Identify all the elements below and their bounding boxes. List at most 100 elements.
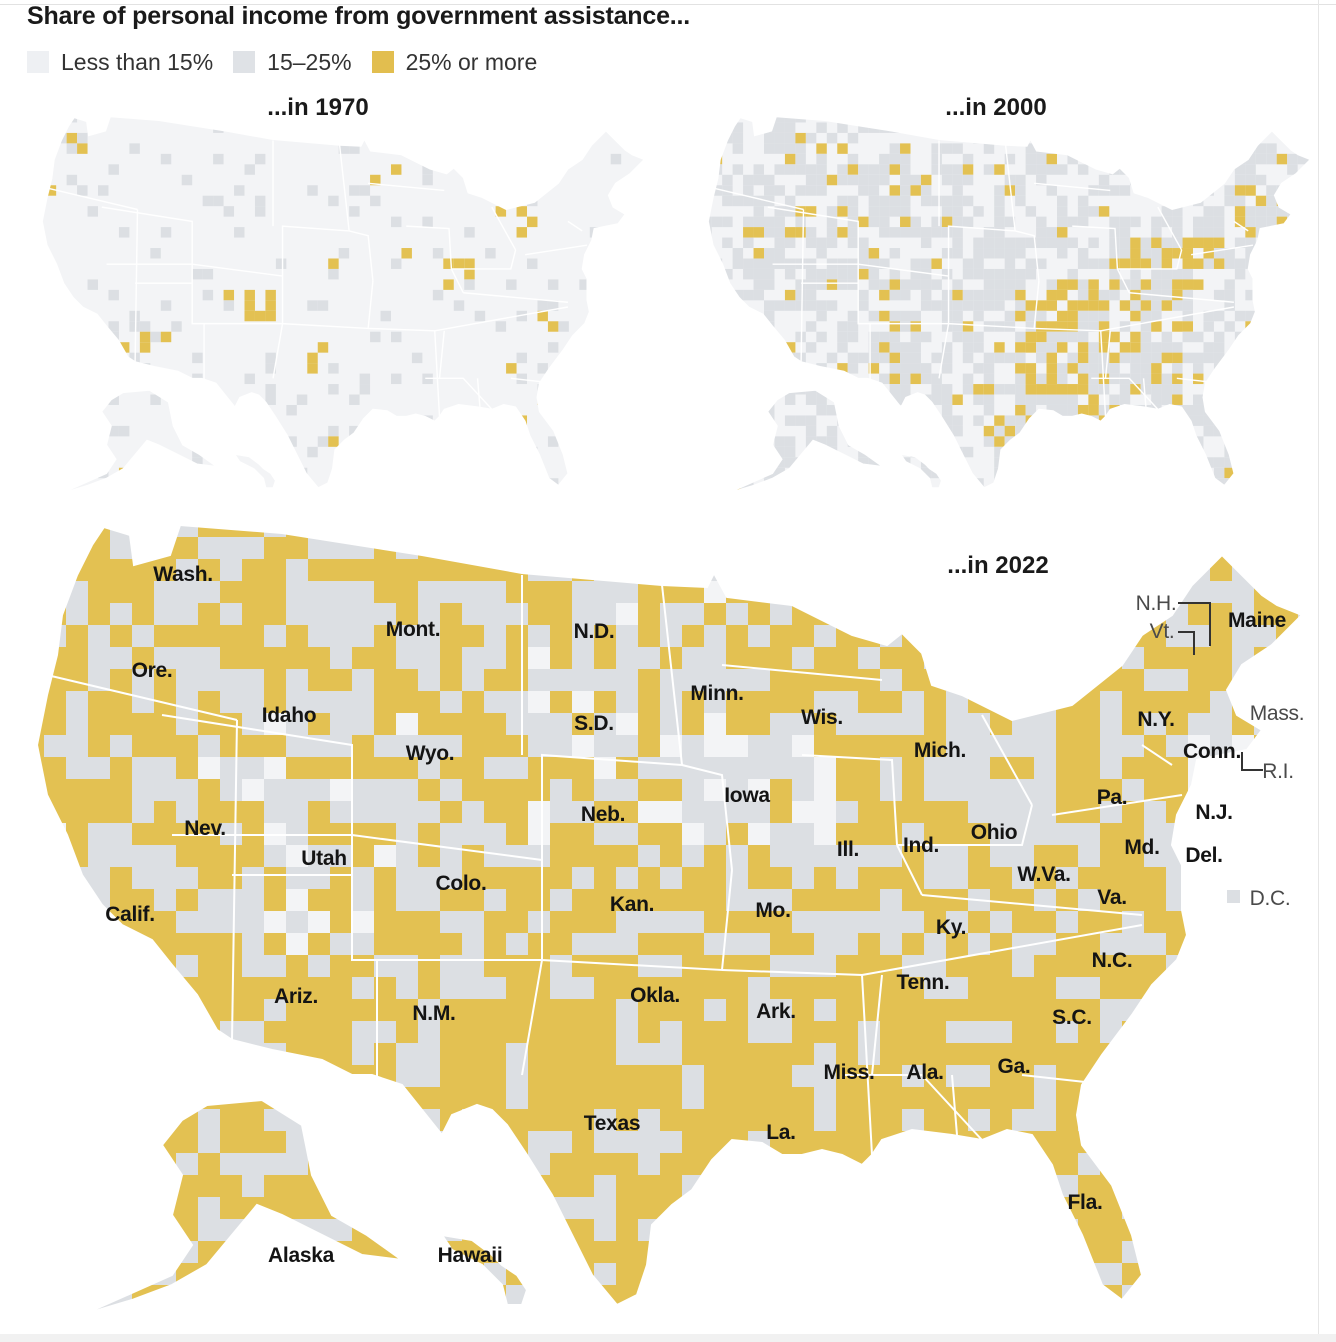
county-cell	[139, 331, 151, 343]
county-cell	[154, 625, 176, 647]
county-cell	[242, 1021, 264, 1043]
county-cell	[889, 143, 901, 154]
county-cell	[1036, 467, 1047, 479]
county-cell	[920, 415, 932, 426]
county-cell	[880, 1153, 902, 1175]
county-cell	[826, 404, 838, 416]
county-cell	[880, 1197, 902, 1219]
county-cell	[1254, 955, 1276, 977]
county-cell	[1255, 467, 1267, 479]
county-cell	[1100, 779, 1122, 801]
county-cell	[1182, 122, 1194, 133]
county-cell	[910, 488, 921, 493]
county-cell	[550, 955, 572, 977]
state-border	[438, 330, 445, 379]
county-cell	[816, 122, 827, 133]
county-cell	[1077, 248, 1089, 259]
county-cell	[1172, 363, 1183, 374]
county-cell	[708, 300, 712, 311]
county-cell	[453, 457, 465, 468]
county-cell	[42, 300, 46, 311]
county-cell	[880, 1241, 902, 1263]
county-cell	[1287, 331, 1298, 343]
county-cell	[931, 499, 941, 509]
county-cell	[931, 373, 942, 385]
county-cell	[962, 258, 974, 269]
state-label-texas: Texas	[583, 1112, 641, 1135]
county-cell	[328, 258, 339, 269]
county-cell	[836, 933, 858, 955]
county-cell	[1203, 227, 1214, 238]
county-cell	[837, 227, 848, 238]
county-cell	[1100, 1131, 1122, 1153]
state-border	[947, 225, 1016, 277]
county-cell	[176, 537, 198, 559]
county-cell	[910, 174, 921, 186]
county-cell	[1046, 446, 1057, 458]
county-cell	[879, 227, 890, 238]
county-cell	[1188, 1197, 1210, 1219]
county-cell	[941, 446, 953, 458]
county-cell	[572, 911, 594, 933]
county-cell	[770, 559, 792, 581]
county-cell	[330, 933, 352, 955]
county-cell	[1232, 1131, 1254, 1153]
county-cell	[220, 911, 242, 933]
county-cell	[1078, 845, 1100, 867]
county-cell	[924, 933, 946, 955]
county-cell	[792, 647, 814, 669]
county-cell	[638, 537, 660, 559]
county-cell	[396, 823, 418, 845]
county-cell	[1224, 394, 1235, 405]
county-cell	[110, 955, 132, 977]
county-cell	[743, 404, 754, 416]
county-cell	[440, 801, 462, 823]
county-cell	[308, 955, 330, 977]
county-cell	[1266, 331, 1277, 343]
county-cell	[1234, 132, 1246, 144]
county-cell	[1025, 488, 1037, 493]
county-cell	[847, 237, 859, 249]
county-cell	[952, 478, 963, 489]
county-cell	[1034, 525, 1056, 537]
county-cell	[1298, 801, 1302, 823]
county-cell	[1099, 499, 1109, 509]
county-cell	[286, 757, 308, 779]
county-cell	[506, 143, 517, 154]
county-cell	[330, 1285, 352, 1307]
county-cell	[88, 603, 110, 625]
county-cell	[244, 289, 255, 301]
county-cell	[110, 999, 132, 1021]
county-cell	[1298, 1131, 1302, 1153]
county-cell	[380, 310, 391, 322]
county-cell	[192, 268, 203, 280]
county-cell	[110, 1043, 132, 1065]
county-cell	[1161, 237, 1173, 249]
county-cell	[516, 352, 528, 364]
county-cell	[792, 537, 814, 559]
county-cell	[1161, 478, 1173, 489]
county-cell	[1122, 1153, 1144, 1175]
county-cell	[990, 1219, 1012, 1241]
county-cell	[1088, 394, 1099, 405]
county-cell	[1213, 248, 1225, 259]
county-cell	[1122, 559, 1144, 581]
county-cell	[1012, 955, 1034, 977]
county-cell	[1100, 735, 1122, 757]
county-cell	[1088, 446, 1099, 458]
county-cell	[682, 625, 704, 647]
county-cell	[1255, 143, 1267, 154]
county-cell	[374, 559, 396, 581]
county-cell	[1130, 248, 1141, 259]
county-cell	[440, 911, 462, 933]
county-cell	[910, 258, 921, 269]
county-cell	[1182, 258, 1194, 269]
county-cell	[1276, 735, 1298, 757]
county-cell	[88, 1087, 110, 1109]
county-cell	[704, 1043, 726, 1065]
county-cell	[774, 227, 785, 238]
county-cell	[753, 488, 765, 493]
county-cell	[1046, 237, 1057, 249]
county-cell	[770, 625, 792, 647]
county-cell	[1046, 488, 1057, 493]
